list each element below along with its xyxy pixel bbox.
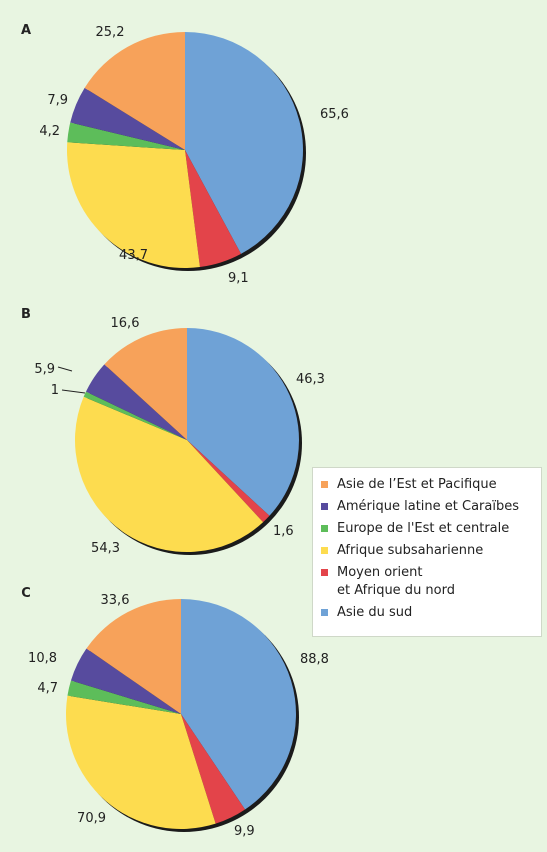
panel-letter-c: C — [21, 586, 31, 601]
data-label-b-europe-de-l-est-et-centrale: 1 — [51, 383, 59, 398]
data-label-b-amerique-latine-et-caraibes: 5,9 — [34, 362, 55, 377]
slice-b-afrique-subsaharienne — [74, 396, 264, 553]
slice-c-asie-du-sud — [181, 599, 296, 810]
panel-letter-a: A — [21, 23, 31, 38]
slice-b-europe-de-l-est-et-centrale — [83, 391, 187, 440]
legend: Asie de l’Est et Pacifique Amérique lati… — [312, 467, 542, 637]
legend-swatch-latin-america — [321, 503, 328, 510]
data-label-a-amerique-latine-et-caraibes: 7,9 — [47, 93, 68, 108]
legend-label-east-asia-pacific: Asie de l’Est et Pacifique — [337, 477, 497, 492]
data-label-a-afrique-subsaharienne: 43,7 — [119, 248, 148, 263]
data-label-a-asie-du-sud: 65,6 — [320, 107, 349, 122]
legend-item-eastern-europe: Europe de l'Est et centrale — [321, 520, 533, 538]
data-label-c-europe-de-l-est-et-centrale: 4,7 — [37, 681, 58, 696]
slice-c-amerique-latine-et-caraibes — [70, 648, 181, 714]
legend-swatch-south-asia — [321, 609, 328, 616]
slice-a-europe-de-l-est-et-centrale — [67, 122, 185, 150]
legend-label-middle-east: Moyen orient et Afrique du nord — [337, 565, 455, 598]
data-label-b-asie-de-l-est-et-pacifique: 16,6 — [111, 316, 140, 331]
legend-swatch-sub-saharan-africa — [321, 547, 328, 554]
slice-c-europe-de-l-est-et-centrale — [67, 680, 181, 714]
legend-item-east-asia-pacific: Asie de l’Est et Pacifique — [321, 476, 533, 494]
slice-b-asie-du-sud — [187, 328, 299, 516]
slice-b-moyen-orient-et-afrique-du-nord — [187, 440, 270, 523]
legend-label-latin-america: Amérique latine et Caraïbes — [337, 499, 520, 514]
legend-item-south-asia: Asie du sud — [321, 604, 533, 622]
legend-item-sub-saharan-africa: Afrique subsaharienne — [321, 542, 533, 560]
legend-item-latin-america: Amérique latine et Caraïbes — [321, 498, 533, 516]
legend-swatch-east-asia-pacific — [321, 481, 328, 488]
slice-a-afrique-subsaharienne — [66, 142, 200, 269]
slice-a-moyen-orient-et-afrique-du-nord — [185, 150, 241, 268]
panel-letter-b: B — [21, 307, 31, 322]
slice-a-asie-de-l-est-et-pacifique — [84, 31, 185, 150]
data-label-a-asie-de-l-est-et-pacifique: 25,2 — [96, 25, 125, 40]
slice-b-amerique-latine-et-caraibes — [85, 364, 187, 440]
legend-label-sub-saharan-africa: Afrique subsaharienne — [337, 543, 484, 558]
data-label-c-amerique-latine-et-caraibes: 10,8 — [28, 651, 57, 666]
data-label-c-afrique-subsaharienne: 70,9 — [77, 811, 106, 826]
slice-c-asie-de-l-est-et-pacifique — [86, 599, 181, 714]
leader-line — [61, 389, 86, 394]
slice-a-asie-du-sud — [185, 32, 303, 254]
data-label-b-moyen-orient-et-afrique-du-nord: 1,6 — [273, 524, 294, 539]
pie-chart-c: C 88,8 9,9 70,9 4,7 10,8 33,6 — [21, 586, 329, 839]
data-label-b-asie-du-sud: 46,3 — [296, 372, 325, 387]
legend-swatch-eastern-europe — [321, 525, 328, 532]
legend-label-eastern-europe: Europe de l'Est et centrale — [337, 521, 510, 536]
slice-b-asie-de-l-est-et-pacifique — [104, 327, 187, 440]
data-label-c-asie-du-sud: 88,8 — [300, 652, 329, 667]
slice-c-moyen-orient-et-afrique-du-nord — [181, 714, 246, 824]
leader-line — [57, 366, 73, 372]
legend-swatch-middle-east — [321, 569, 328, 576]
pie-chart-a: A 65,6 9,1 43,7 4,2 7,9 25,2 — [21, 23, 349, 286]
data-label-c-asie-de-l-est-et-pacifique: 33,6 — [101, 593, 130, 608]
pie-chart-b: B 46,3 1,6 54,3 1 5,9 16,6 — [21, 307, 325, 556]
slice-a-amerique-latine-et-caraibes — [70, 87, 185, 150]
legend-label-south-asia: Asie du sud — [337, 605, 413, 620]
data-label-b-afrique-subsaharienne: 54,3 — [91, 541, 120, 556]
slice-c-afrique-subsaharienne — [65, 695, 216, 830]
legend-item-middle-east: Moyen orient et Afrique du nord — [321, 564, 533, 600]
data-label-c-moyen-orient-et-afrique-du-nord: 9,9 — [234, 824, 255, 839]
data-label-a-moyen-orient-et-afrique-du-nord: 9,1 — [228, 271, 249, 286]
data-label-a-europe-de-l-est-et-centrale: 4,2 — [39, 124, 60, 139]
